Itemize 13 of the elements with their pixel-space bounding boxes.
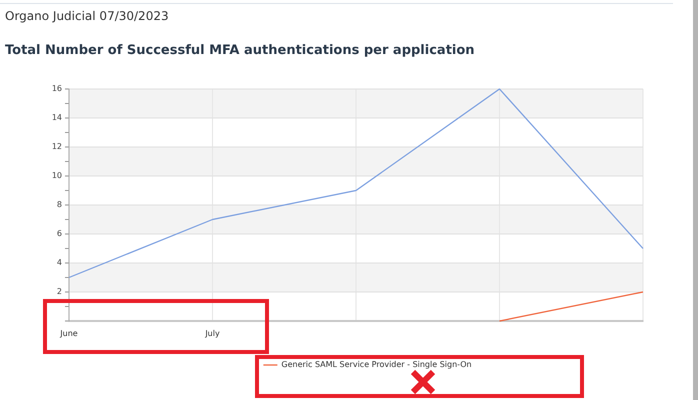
y-tick-label: 8 [56, 200, 62, 210]
y-tick-label: 10 [52, 171, 62, 180]
legend-label: Generic SAML Service Provider - Single Sign-On [281, 360, 472, 370]
y-tick-label: 12 [52, 142, 62, 152]
chart-title: Total Number of Successful MFA authentications per application [5, 43, 475, 58]
y-tick-label: 14 [52, 113, 62, 122]
y-tick-label: 4 [56, 258, 62, 268]
y-tick-label: 16 [52, 84, 62, 94]
x-tick-label: June [59, 328, 78, 338]
chart-subtitle: Organo Judicial 07/30/2023 [5, 9, 169, 23]
y-tick-label: 2 [56, 287, 62, 296]
x-tick-label: July [204, 328, 220, 338]
y-tick-label: 6 [56, 229, 62, 238]
